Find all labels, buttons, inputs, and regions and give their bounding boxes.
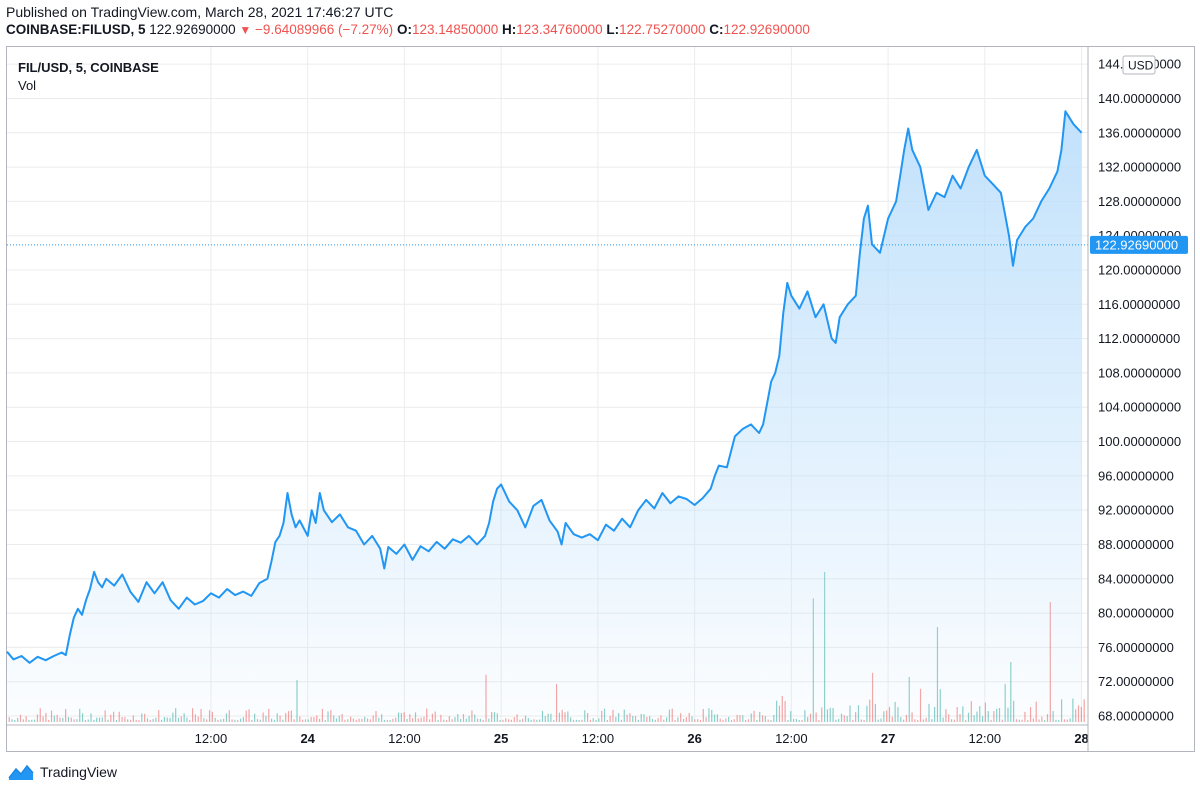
y-tick-label: 104.00000000 (1098, 400, 1181, 415)
x-tick-label: 26 (687, 731, 701, 746)
y-tick-label: 120.00000000 (1098, 262, 1181, 277)
x-tick-label: 12:00 (195, 731, 228, 746)
y-tick-label: 132.00000000 (1098, 160, 1181, 175)
price-area (7, 111, 1082, 723)
x-tick-label: 24 (300, 731, 315, 746)
y-tick-label: 92.00000000 (1098, 503, 1174, 518)
volume-bar (1083, 699, 1085, 722)
chart-frame[interactable] (6, 46, 1195, 752)
y-tick-label: 76.00000000 (1098, 640, 1174, 655)
y-tick-label: 68.00000000 (1098, 708, 1174, 723)
current-price-tag (1090, 235, 1188, 254)
y-tick-label: 80.00000000 (1098, 606, 1174, 621)
currency-label: USD (1128, 59, 1154, 73)
tradingview-logo-icon (8, 764, 34, 780)
footer-brand[interactable]: TradingView (8, 763, 117, 781)
legend-volume: Vol (18, 78, 37, 93)
high-label: H: (502, 22, 517, 37)
low-value: 122.75270000 (619, 22, 706, 37)
y-tick-label: 72.00000000 (1098, 674, 1174, 689)
y-tick-label: 96.00000000 (1098, 468, 1174, 483)
y-tick-label: 128.00000000 (1098, 194, 1181, 209)
y-tick-label: 112.00000000 (1098, 331, 1180, 346)
x-tick-label: 28 (1074, 731, 1088, 746)
close-value: 122.92690000 (723, 22, 810, 37)
symbol-label: COINBASE:FILUSD, 5 (6, 22, 146, 37)
price-change: −9.64089966 (−7.27%) (255, 22, 394, 37)
x-tick-label: 12:00 (969, 731, 1002, 746)
close-label: C: (709, 22, 724, 37)
last-price: 122.92690000 (149, 22, 236, 37)
open-value: 123.14850000 (411, 22, 499, 37)
x-tick-label: 12:00 (388, 731, 421, 746)
low-label: L: (606, 22, 620, 37)
x-tick-label: 25 (494, 731, 508, 746)
published-header: Published on TradingView.com, March 28, … (6, 4, 394, 20)
brand-name: TradingView (40, 764, 118, 780)
high-value: 123.34760000 (516, 22, 603, 37)
price-line (6, 110, 1083, 664)
open-label: O: (396, 22, 412, 37)
y-tick-label: 88.00000000 (1098, 537, 1174, 552)
y-tick-label: 140.00000000 (1098, 91, 1181, 106)
x-tick-label: 12:00 (582, 731, 615, 746)
x-tick-label: 12:00 (775, 731, 808, 746)
ohlc-header: COINBASE:FILUSD, 5 122.92690000 ▼ −9.640… (6, 22, 810, 37)
y-tick-label: 100.00000000 (1098, 434, 1181, 449)
y-tick-label: 108.00000000 (1098, 365, 1181, 380)
x-tick-label: 27 (881, 731, 895, 746)
y-tick-label: 84.00000000 (1098, 571, 1174, 586)
current-price-label: 122.92690000 (1095, 237, 1178, 252)
down-arrow-icon: ▼ (239, 23, 252, 37)
chart-legend: FIL/USD, 5, COINBASE Vol (18, 59, 159, 95)
y-tick-label: 116.00000000 (1098, 297, 1180, 312)
y-tick-label: 136.00000000 (1098, 125, 1181, 140)
legend-title: FIL/USD, 5, COINBASE (18, 60, 159, 75)
currency-box (1122, 55, 1156, 75)
